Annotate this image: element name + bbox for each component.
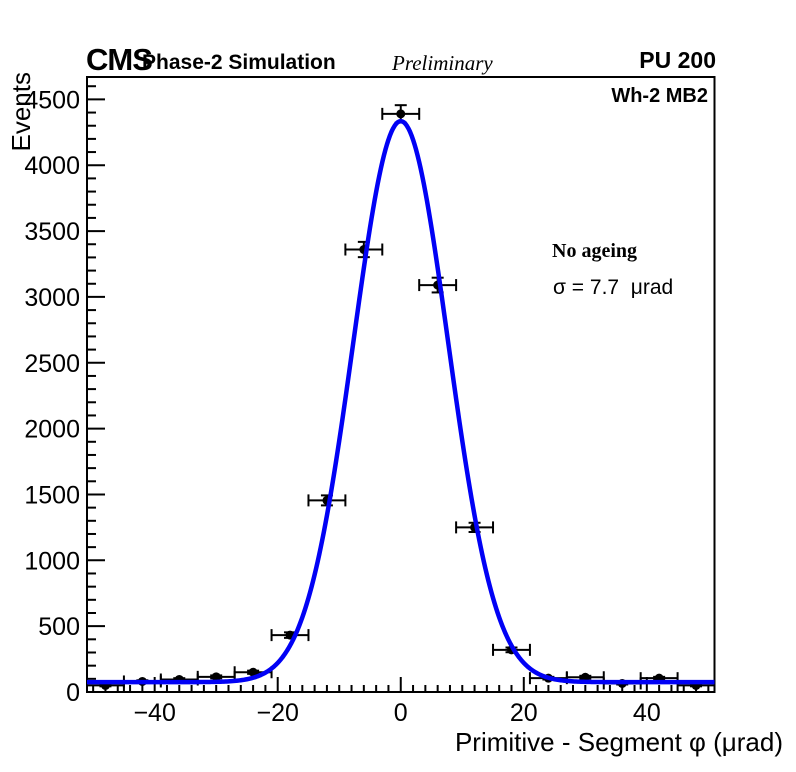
y-tick-label: 2500: [24, 350, 80, 378]
y-tick-label: 4500: [24, 86, 80, 114]
data-point-marker: [248, 667, 258, 677]
y-axis-title: Events: [6, 72, 36, 152]
experiment-label: Phase-2 Simulation: [142, 51, 336, 74]
data-point-marker: [580, 672, 590, 682]
chamber-region-label: Wh-2 MB2: [611, 85, 708, 107]
x-tick-label: −40: [133, 699, 175, 727]
x-tick-label: −20: [256, 699, 298, 727]
cms-logo-label: CMS: [86, 42, 153, 77]
plot-frame: [86, 76, 716, 693]
data-point-marker: [396, 109, 406, 119]
y-tick-label: 1500: [24, 481, 80, 509]
y-tick-label: 3500: [24, 218, 80, 246]
y-tick-label: 0: [66, 679, 80, 707]
x-tick-label: 20: [510, 699, 538, 727]
x-axis-title: Primitive - Segment φ (μrad): [454, 727, 783, 757]
y-tick-label: 3000: [24, 284, 80, 312]
ageing-scenario-label: No ageing: [552, 240, 637, 262]
y-tick-label: 2000: [24, 416, 80, 444]
x-tick-label: 0: [394, 699, 408, 727]
preliminary-label: Preliminary: [392, 51, 493, 75]
y-tick-label: 4000: [24, 152, 80, 180]
pileup-label: PU 200: [639, 47, 716, 73]
x-tick-label: 40: [633, 699, 661, 727]
data-point-marker: [211, 672, 221, 682]
gaussian-fit-curve: [86, 118, 716, 685]
y-tick-label: 500: [38, 613, 80, 641]
fit-sigma-value-label: σ = 7.7 μrad: [553, 276, 674, 299]
y-tick-label: 1000: [24, 547, 80, 575]
